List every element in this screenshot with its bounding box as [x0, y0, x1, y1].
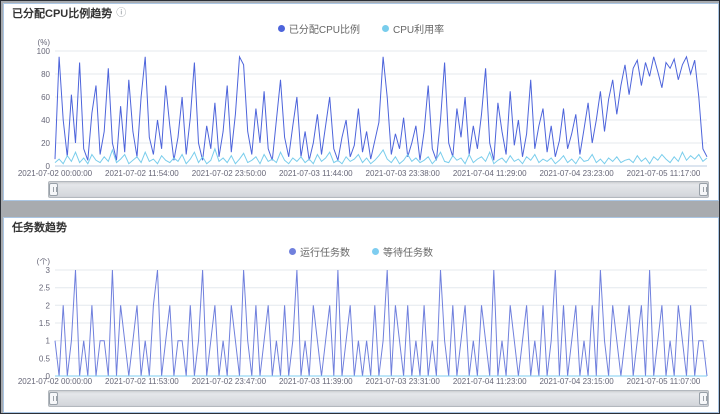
cpu-panel-header: 已分配CPU比例趋势 ⓘ — [4, 4, 718, 20]
tasks-datazoom-slider[interactable] — [48, 390, 709, 407]
legend-item[interactable]: 运行任务数 — [289, 244, 350, 259]
tasks-panel-title: 任务数趋势 — [12, 222, 67, 234]
legend-item[interactable]: CPU利用率 — [382, 21, 444, 36]
legend-dot-icon — [372, 248, 379, 255]
tasks-panel-header: 任务数趋势 — [4, 218, 718, 234]
series-line — [54, 54, 708, 163]
series-line — [54, 269, 708, 377]
chart-svg[interactable]: 3 2.5 2 1.5 1 0.5 0 (个) 2021-07-02 00:00:00 2021-… — [5, 257, 717, 388]
tasks-chart-canvas[interactable]: 3 2.5 2 1.5 1 0.5 0 (个) 2021-07-02 00:00:00 2021-… — [5, 257, 717, 393]
svg-text:2.5: 2.5 — [39, 284, 51, 293]
svg-text:1: 1 — [46, 337, 51, 346]
cpu-chart-legend: 已分配CPU比例 CPU利用率 — [4, 21, 718, 36]
svg-text:80: 80 — [41, 70, 50, 79]
svg-text:2021-07-05 11:07:00: 2021-07-05 11:07:00 — [627, 377, 701, 386]
legend-label: 等待任务数 — [383, 248, 433, 259]
tasks-panel: 任务数趋势 运行任务数 等待任务数 3 2.5 2 1.5 1 0.5 0 (个) 2021-07… — [3, 217, 719, 413]
svg-text:100: 100 — [37, 47, 51, 56]
svg-text:2021-07-04 11:23:00: 2021-07-04 11:23:00 — [453, 377, 527, 386]
chart-svg[interactable]: 100 80 60 40 20 0 (%) 2021-07-02 00:00:00 2021-0… — [5, 34, 717, 180]
legend-label: 运行任务数 — [300, 248, 350, 259]
legend-item[interactable]: 已分配CPU比例 — [277, 21, 360, 36]
legend-item[interactable]: 等待任务数 — [372, 244, 433, 259]
datazoom-left-handle-icon[interactable] — [49, 183, 58, 196]
svg-text:2021-07-04 23:23:00: 2021-07-04 23:23:00 — [539, 169, 614, 178]
tasks-chart-legend: 运行任务数 等待任务数 — [4, 244, 718, 259]
svg-text:2021-07-02 11:53:00: 2021-07-02 11:53:00 — [105, 377, 179, 386]
svg-text:2021-07-02 23:50:00: 2021-07-02 23:50:00 — [192, 169, 267, 178]
legend-dot-icon — [277, 25, 285, 32]
cpu-panel-title: 已分配CPU比例趋势 — [12, 8, 113, 20]
svg-text:2021-07-02 00:00:00: 2021-07-02 00:00:00 — [18, 169, 93, 178]
svg-text:60: 60 — [41, 93, 50, 102]
svg-text:(个): (个) — [37, 258, 51, 266]
svg-text:2021-07-02 23:47:00: 2021-07-02 23:47:00 — [192, 377, 267, 386]
svg-text:0: 0 — [46, 372, 51, 381]
svg-text:2: 2 — [46, 301, 51, 310]
legend-dot-icon — [382, 25, 389, 32]
cpu-chart-canvas[interactable]: 100 80 60 40 20 0 (%) 2021-07-02 00:00:00 2021-0… — [5, 34, 717, 185]
svg-text:0.5: 0.5 — [39, 354, 51, 363]
svg-text:2021-07-03 11:39:00: 2021-07-03 11:39:00 — [279, 377, 353, 386]
datazoom-right-handle-icon[interactable] — [699, 183, 708, 196]
svg-text:(%): (%) — [38, 38, 51, 47]
svg-text:2021-07-02 00:00:00: 2021-07-02 00:00:00 — [18, 377, 93, 386]
svg-text:1.5: 1.5 — [39, 319, 51, 328]
svg-text:2021-07-03 23:31:00: 2021-07-03 23:31:00 — [366, 377, 441, 386]
datazoom-right-handle-icon[interactable] — [699, 392, 708, 405]
series-line — [54, 147, 708, 165]
info-icon[interactable]: ⓘ — [116, 8, 127, 19]
svg-text:20: 20 — [41, 139, 50, 148]
svg-text:3: 3 — [46, 266, 51, 275]
svg-text:0: 0 — [46, 162, 51, 171]
datazoom-left-handle-icon[interactable] — [49, 392, 58, 405]
legend-label: CPU利用率 — [393, 25, 445, 36]
svg-text:2021-07-05 11:17:00: 2021-07-05 11:17:00 — [627, 169, 701, 178]
legend-dot-icon — [289, 248, 296, 255]
svg-text:2021-07-03 11:44:00: 2021-07-03 11:44:00 — [279, 169, 353, 178]
cpu-ratio-panel: 已分配CPU比例趋势 ⓘ 已分配CPU比例 CPU利用率 100 80 60 40 20 0… — [3, 3, 719, 201]
svg-text:2021-07-03 23:38:00: 2021-07-03 23:38:00 — [366, 169, 441, 178]
svg-text:2021-07-04 11:29:00: 2021-07-04 11:29:00 — [453, 169, 527, 178]
svg-text:40: 40 — [41, 116, 50, 125]
svg-text:2021-07-04 23:15:00: 2021-07-04 23:15:00 — [539, 377, 614, 386]
svg-text:2021-07-02 11:54:00: 2021-07-02 11:54:00 — [105, 169, 179, 178]
legend-label: 已分配CPU比例 — [288, 25, 360, 36]
cpu-datazoom-slider[interactable] — [48, 181, 709, 198]
